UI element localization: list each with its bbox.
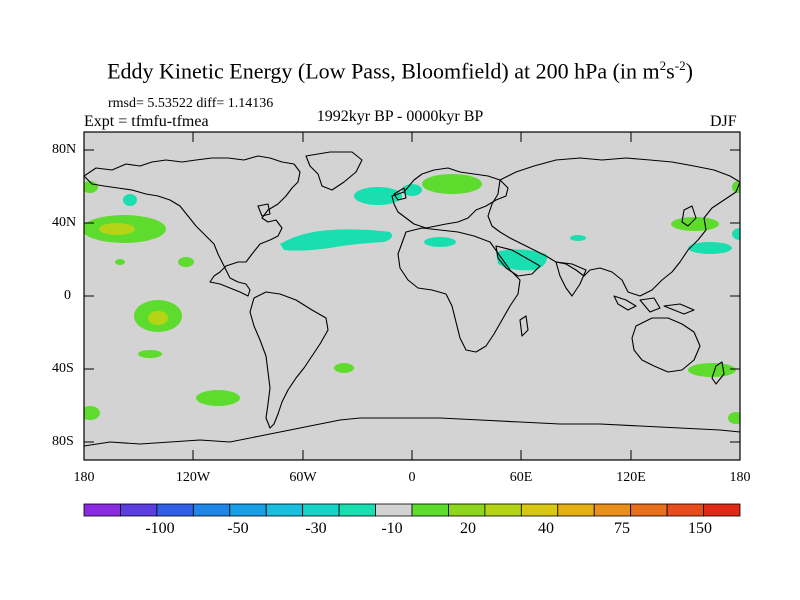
lon-label-60w: 60W bbox=[289, 470, 317, 485]
lat-ticks bbox=[84, 149, 740, 443]
colorbar-swatch bbox=[156, 503, 194, 517]
lat-label-80n: 80N bbox=[52, 142, 77, 157]
colorbar-swatch bbox=[338, 503, 376, 517]
colorbar-swatch bbox=[192, 503, 231, 517]
lon-label-0: 0 bbox=[408, 470, 416, 485]
colorbar-swatch bbox=[120, 503, 158, 517]
map-background bbox=[84, 132, 740, 460]
anomaly-north-atlantic bbox=[354, 187, 402, 205]
colorbar-swatch bbox=[484, 503, 522, 517]
colorbar-label-20: 20 bbox=[460, 520, 476, 537]
colorbar-label-neg50: -50 bbox=[227, 520, 249, 537]
anomaly-south-atlantic bbox=[334, 363, 354, 373]
lon-label-180w: 180 bbox=[73, 470, 95, 485]
lat-label-40n: 40N bbox=[52, 215, 77, 230]
colorbar-label-neg100: -100 bbox=[145, 520, 175, 537]
rmsd-diff-stats: rmsd= 5.53522 diff= 1.14136 bbox=[108, 96, 274, 111]
lon-label-180e: 180 bbox=[729, 470, 751, 485]
anomaly-subtropical-north-pacific bbox=[115, 259, 125, 265]
time-period-label: 1992kyr BP - 0000kyr BP bbox=[316, 108, 484, 125]
colorbar-swatch bbox=[520, 503, 559, 517]
colorbar-swatch bbox=[83, 503, 121, 517]
colorbar-swatch bbox=[411, 503, 449, 517]
colorbar-swatch bbox=[302, 503, 340, 517]
anomaly-northern-europe bbox=[422, 174, 482, 194]
colorbar-label-150: 150 bbox=[688, 520, 712, 537]
anomaly-gulf-of-alaska bbox=[123, 194, 137, 206]
anomaly-northeast-pacific bbox=[178, 257, 194, 267]
colorbar-label-neg30: -30 bbox=[305, 520, 327, 537]
lat-label-0: 0 bbox=[64, 288, 71, 303]
colorbar-label-neg10: -10 bbox=[381, 520, 403, 537]
lon-label-120e: 120E bbox=[616, 470, 646, 485]
anomaly-north-sea bbox=[402, 184, 422, 196]
colorbar-label-75: 75 bbox=[614, 520, 630, 537]
colorbar-swatch bbox=[557, 503, 595, 517]
anomaly-tropical-south-pacific bbox=[138, 350, 162, 358]
anomaly-antarctic-margin bbox=[728, 412, 740, 424]
anomaly-south-pacific bbox=[196, 390, 240, 406]
anomaly-dateline-north bbox=[732, 228, 740, 240]
lon-label-120w: 120W bbox=[175, 470, 211, 485]
colorbar-swatch bbox=[375, 503, 413, 517]
colorbar-swatch bbox=[666, 503, 704, 517]
coastlines bbox=[84, 151, 740, 447]
lon-ticks bbox=[192, 132, 632, 460]
anomaly-bering-east bbox=[732, 181, 740, 193]
colorbar bbox=[83, 503, 741, 517]
anomaly-north-africa bbox=[424, 237, 456, 247]
anomaly-saudi-arabia bbox=[496, 249, 547, 271]
lat-label-40s: 40S bbox=[52, 361, 74, 376]
colorbar-swatch bbox=[703, 503, 741, 517]
anomaly-north-pacific-core bbox=[99, 223, 135, 235]
lat-label-80s: 80S bbox=[52, 434, 74, 449]
season-label: DJF bbox=[710, 113, 737, 130]
anomaly-south-indian bbox=[688, 363, 736, 377]
anomaly-central-atlantic bbox=[280, 229, 392, 251]
colorbar-swatch bbox=[630, 503, 668, 517]
anomaly-iran bbox=[570, 235, 586, 241]
colorbar-swatch bbox=[265, 503, 304, 517]
colorbar-swatch bbox=[448, 503, 486, 517]
anomaly-southern-ocean bbox=[84, 406, 100, 420]
colorbar-swatch bbox=[593, 503, 632, 517]
lon-label-60e: 60E bbox=[509, 470, 533, 485]
anomaly-northwest-pacific bbox=[688, 242, 732, 254]
experiment-label: Expt = tfmfu-tfmea bbox=[84, 113, 209, 130]
anomaly-central-pacific-core bbox=[148, 311, 168, 325]
colorbar-label-40: 40 bbox=[538, 520, 554, 537]
colorbar-swatch bbox=[229, 503, 267, 517]
anomaly-west-pacific bbox=[671, 217, 719, 231]
map-title: Eddy Kinetic Energy (Low Pass, Bloomfiel… bbox=[107, 58, 693, 84]
